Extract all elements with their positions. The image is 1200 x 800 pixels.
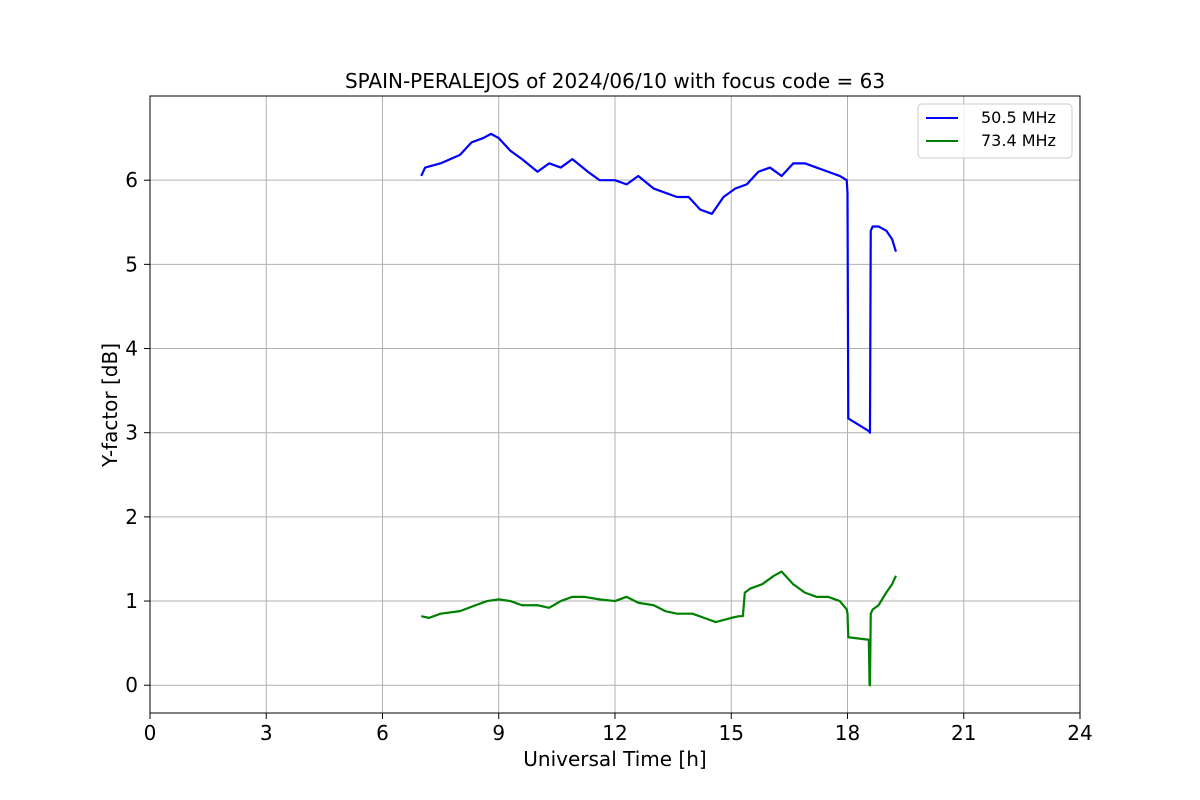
x-tick-label: 0 xyxy=(144,721,157,745)
x-tick-label: 24 xyxy=(1067,721,1092,745)
series-layer xyxy=(420,132,897,687)
y-axis-label: Y-factor [dB] xyxy=(98,343,122,468)
x-tick-label: 15 xyxy=(719,721,744,745)
y-axis-ticks: 0 1 2 3 4 5 6 xyxy=(125,168,150,697)
x-tick-label: 9 xyxy=(492,721,505,745)
x-tick-label: 21 xyxy=(951,721,976,745)
legend-label-series-2: 73.4 MHz xyxy=(981,131,1056,150)
y-tick-label: 4 xyxy=(125,337,138,361)
y-tick-label: 6 xyxy=(125,168,138,192)
y-tick-label: 3 xyxy=(125,421,138,445)
x-tick-label: 6 xyxy=(376,721,389,745)
series-line-2 xyxy=(421,570,897,687)
x-axis-label: Universal Time [h] xyxy=(523,747,706,771)
y-tick-label: 1 xyxy=(125,589,138,613)
x-axis-ticks: 0 3 6 9 12 15 18 21 24 xyxy=(144,713,1093,745)
x-tick-label: 3 xyxy=(260,721,273,745)
series-line-1 xyxy=(420,132,897,434)
legend: 50.5 MHz 73.4 MHz xyxy=(917,103,1073,159)
x-tick-label: 18 xyxy=(835,721,860,745)
legend-label-series-1: 50.5 MHz xyxy=(981,108,1056,127)
y-tick-label: 2 xyxy=(125,505,138,529)
y-tick-label: 0 xyxy=(125,673,138,697)
y-tick-label: 5 xyxy=(125,252,138,276)
chart-title: SPAIN-PERALEJOS of 2024/06/10 with focus… xyxy=(345,69,885,93)
x-tick-label: 12 xyxy=(602,721,627,745)
